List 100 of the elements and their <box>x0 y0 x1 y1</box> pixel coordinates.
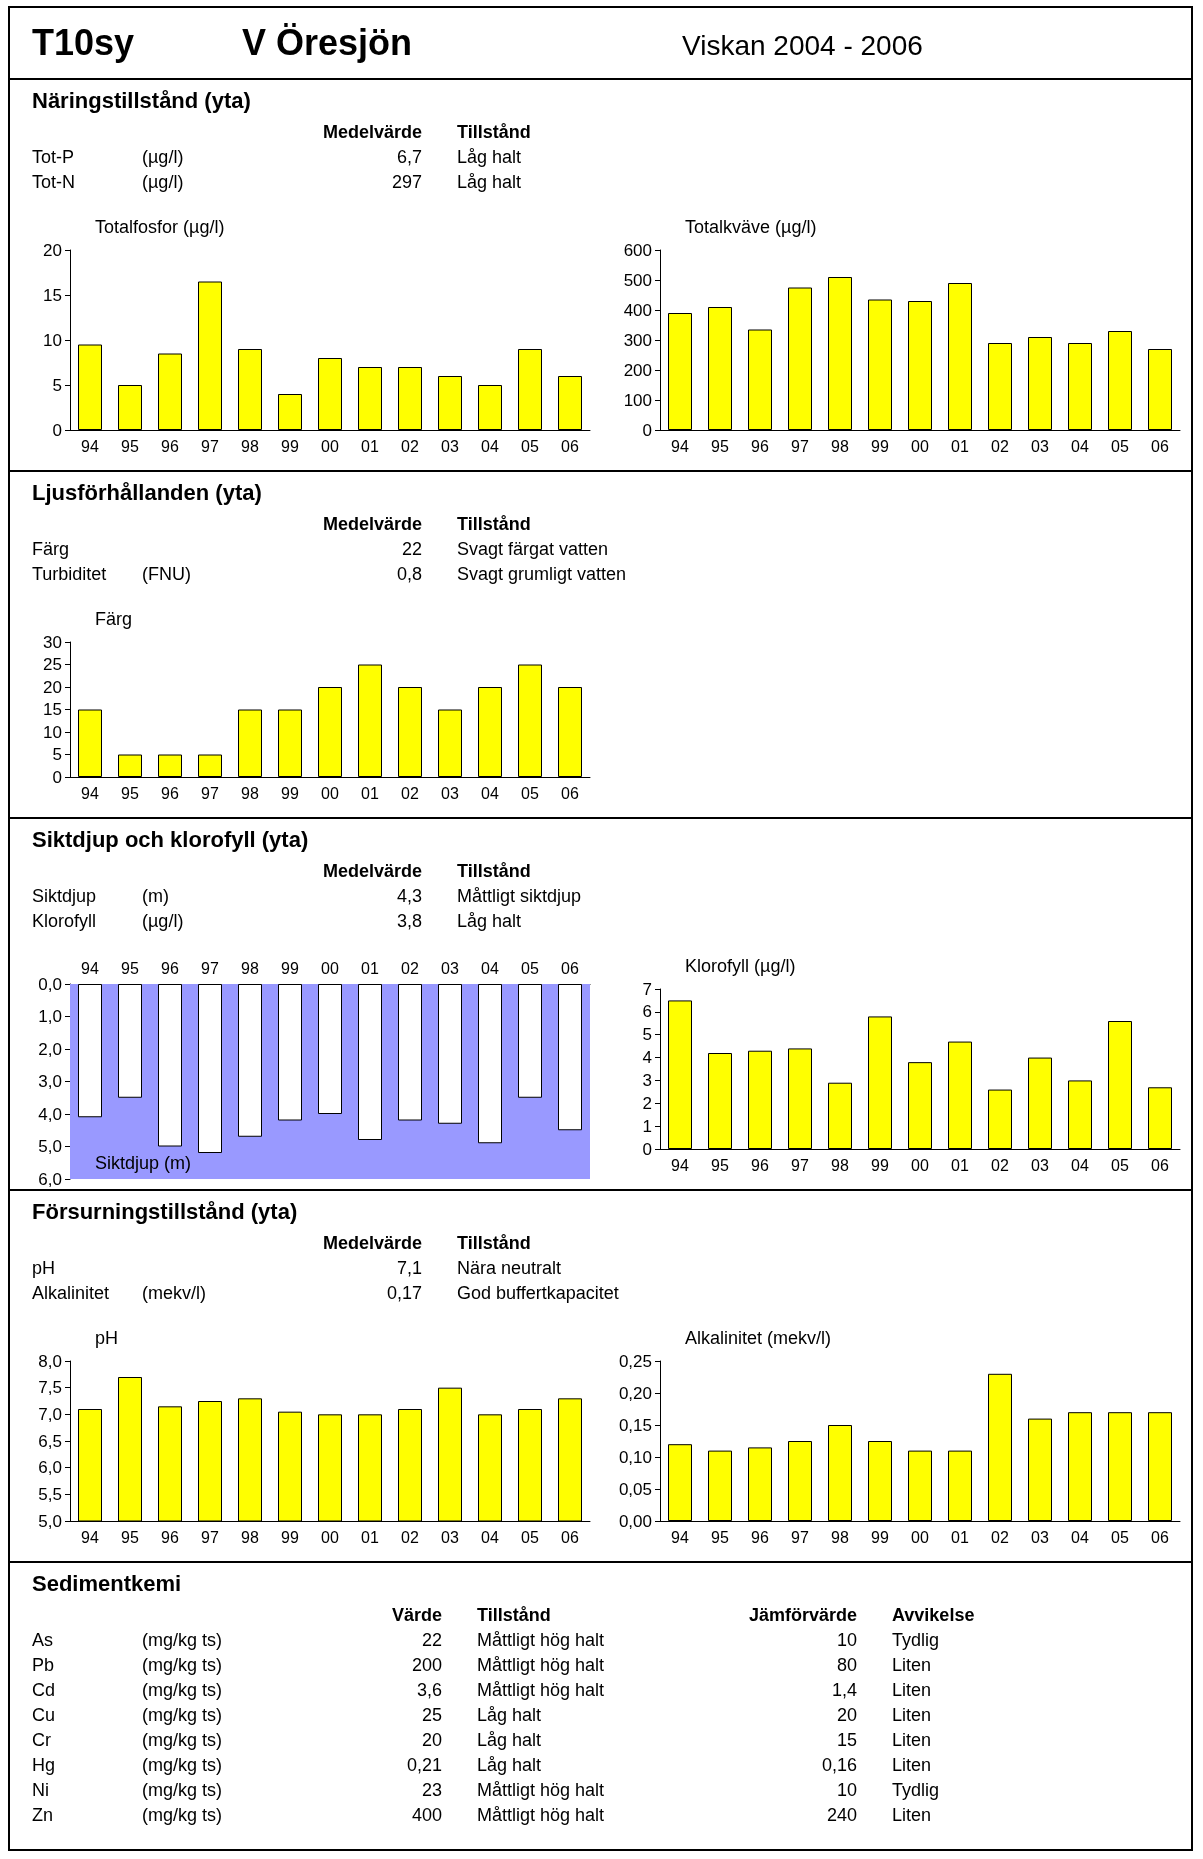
y-tick-label: 5 <box>52 745 62 764</box>
x-tick-label: 95 <box>711 1156 729 1174</box>
chart-title: Totalfosfor (µg/l) <box>95 217 225 237</box>
x-tick-label: 06 <box>1151 1156 1169 1174</box>
y-tick-label: 5 <box>642 1025 652 1045</box>
x-tick-label: 98 <box>831 437 849 455</box>
text: Alkalinitet (mekv/l) 0,17 God buffertkapacitet <box>32 1283 619 1303</box>
bar <box>118 984 142 1098</box>
y-tick-label: 3,0 <box>38 1072 62 1091</box>
x-tick-label: 98 <box>831 1156 849 1174</box>
x-tick-label: 03 <box>1031 437 1049 455</box>
y-tick-label: 10 <box>43 330 62 350</box>
x-tick-label: 95 <box>711 1528 729 1546</box>
text: Sedimentkemi <box>32 1571 183 1597</box>
x-tick-label: 03 <box>441 959 459 977</box>
x-tick-label: 06 <box>561 1528 579 1546</box>
y-tick-label: 0,20 <box>618 1383 652 1403</box>
x-tick-label: 02 <box>991 437 1009 455</box>
x-tick-label: 06 <box>561 784 579 802</box>
x-tick-label: 99 <box>281 437 299 455</box>
x-tick-label: 06 <box>561 959 579 977</box>
y-tick-label: 8,0 <box>38 1351 62 1371</box>
x-tick-label: 94 <box>671 1528 689 1546</box>
x-tick-label: 97 <box>791 1528 809 1546</box>
text: Zn (mg/kg ts) 400 Måttligt hög halt 240 Liten <box>32 1805 932 1825</box>
x-tick-label: 97 <box>201 437 219 455</box>
x-tick-label: 98 <box>831 1528 849 1546</box>
y-tick-label: 4,0 <box>38 1104 62 1124</box>
x-tick-label: 02 <box>991 1156 1009 1174</box>
y-tick-label: 6,5 <box>38 1431 62 1451</box>
x-tick-label: 99 <box>281 1528 299 1546</box>
text: Pb (mg/kg ts) 200 Måttligt hög halt 80 Liten <box>32 1655 932 1675</box>
x-tick-label: 02 <box>401 1528 419 1546</box>
x-tick-label: 99 <box>871 1156 889 1174</box>
y-tick-label: 400 <box>623 300 652 320</box>
y-tick-label: 500 <box>623 270 652 290</box>
x-tick-label: 00 <box>321 437 339 455</box>
x-tick-label: 01 <box>951 1528 969 1546</box>
y-tick-label: 5,0 <box>38 1511 62 1531</box>
x-tick-label: 95 <box>711 437 729 455</box>
x-tick-label: 99 <box>871 1528 889 1546</box>
y-tick-label: 2 <box>642 1093 652 1113</box>
x-tick-label: 02 <box>401 784 419 802</box>
y-tick-label: 25 <box>43 655 62 674</box>
x-tick-label: 05 <box>521 959 539 977</box>
text: Turbiditet (FNU) 0,8 Svagt grumligt vatten <box>32 564 627 584</box>
category-label: Medelvärde <box>321 513 423 536</box>
x-tick-label: 98 <box>241 437 259 455</box>
x-tick-label: 05 <box>1111 1156 1129 1174</box>
x-tick-label: 98 <box>241 784 259 802</box>
y-tick-label: 4 <box>642 1048 652 1068</box>
text: Hg (mg/kg ts) 0,21 Låg halt 0,16 Liten <box>32 1755 932 1775</box>
category-label: Tillstånd <box>457 121 532 144</box>
category-label: Tillstånd <box>457 1232 532 1255</box>
text: Färg 22 Svagt färgat vatten <box>32 539 609 559</box>
text: Siktdjup och klorofyll (yta) <box>32 827 310 853</box>
text: Näringstillstånd (yta) <box>32 88 252 114</box>
x-tick-label: 04 <box>481 437 499 455</box>
text: Siktdjup (m) 4,3 Måttligt siktdjup <box>32 886 582 906</box>
text: Viskan 2004 - 2006 <box>682 30 923 62</box>
x-tick-label: 03 <box>1031 1156 1049 1174</box>
bar <box>158 984 182 1147</box>
text: Ni (mg/kg ts) 23 Måttligt hög halt 10 Tydlig <box>32 1780 940 1800</box>
category-label: Medelvärde <box>321 1232 423 1255</box>
x-tick-label: 94 <box>81 437 99 455</box>
bar <box>478 984 502 1144</box>
x-tick-label: 04 <box>481 959 499 977</box>
category-label: Medelvärde <box>321 121 423 144</box>
y-tick-label: 30 <box>43 632 62 652</box>
category-label: Tillstånd <box>457 513 532 536</box>
x-tick-label: 97 <box>201 1528 219 1546</box>
y-tick-label: 5,0 <box>38 1137 62 1156</box>
y-tick-label: 20 <box>43 677 62 697</box>
x-tick-label: 99 <box>281 959 299 977</box>
y-tick-label: 0,25 <box>618 1351 652 1371</box>
x-tick-label: 04 <box>481 1528 499 1546</box>
bar <box>438 984 462 1124</box>
x-tick-label: 00 <box>321 784 339 802</box>
y-tick-label: 7 <box>642 979 652 999</box>
y-tick-label: 7,0 <box>38 1404 62 1424</box>
x-tick-label: 00 <box>911 437 929 455</box>
x-tick-label: 94 <box>81 959 99 977</box>
x-tick-label: 00 <box>911 1528 929 1546</box>
y-tick-label: 0 <box>52 420 62 440</box>
bar <box>198 984 222 1153</box>
x-tick-label: 04 <box>1071 1528 1089 1546</box>
x-tick-label: 96 <box>751 1528 769 1546</box>
chart-title: pH <box>95 1328 119 1348</box>
x-tick-label: 01 <box>361 784 379 802</box>
y-tick-label: 0,0 <box>38 974 62 994</box>
y-tick-label: 20 <box>43 240 62 260</box>
text: Försurningstillstånd (yta) <box>32 1199 299 1225</box>
y-tick-label: 1,0 <box>38 1007 62 1026</box>
y-tick-label: 5 <box>52 375 62 395</box>
text: V Öresjön <box>242 22 414 64</box>
x-tick-label: 05 <box>1111 437 1129 455</box>
y-tick-label: 2,0 <box>38 1039 62 1059</box>
y-tick-label: 200 <box>623 360 652 380</box>
chart-title: Alkalinitet (mekv/l) <box>685 1328 832 1348</box>
y-tick-label: 0 <box>642 1139 652 1159</box>
